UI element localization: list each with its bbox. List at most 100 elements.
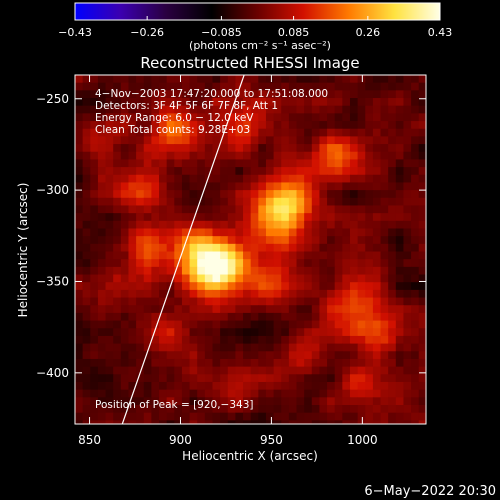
heatmap-pixel	[174, 282, 183, 291]
heatmap-pixel	[97, 320, 107, 329]
heatmap-pixel	[296, 297, 305, 306]
heatmap-pixel	[159, 328, 168, 337]
heatmap-pixel	[220, 305, 229, 314]
heatmap-pixel	[388, 205, 397, 214]
heatmap-pixel	[97, 358, 107, 368]
heatmap-pixel	[136, 213, 145, 222]
heatmap-pixel	[197, 343, 206, 352]
heatmap-pixel	[288, 128, 298, 137]
heatmap-pixel	[113, 351, 122, 360]
heatmap-pixel	[411, 182, 420, 191]
heatmap-pixel	[265, 289, 275, 299]
heatmap-pixel	[411, 397, 420, 406]
heatmap-pixel	[334, 182, 343, 191]
colorbar: −0.43 −0.26 −0.085 0.085 0.26 0.43 (photons c…	[58, 2, 452, 52]
heatmap-pixel	[90, 121, 99, 130]
heatmap-pixel	[227, 351, 236, 360]
heatmap-pixel	[273, 405, 282, 414]
heatmap-pixel	[395, 389, 404, 398]
heatmap-pixel	[311, 343, 320, 352]
heatmap-pixel	[82, 381, 91, 391]
heatmap-pixel	[365, 98, 374, 107]
heatmap-pixel	[143, 412, 152, 421]
heatmap-pixel	[288, 144, 298, 153]
heatmap-pixel	[97, 174, 107, 183]
heatmap-pixel	[357, 389, 366, 398]
heatmap-pixel	[342, 305, 351, 314]
heatmap-pixel	[143, 289, 152, 299]
heatmap-pixel	[243, 320, 252, 329]
heatmap-pixel	[411, 381, 420, 391]
heatmap-pixel	[212, 328, 221, 337]
heatmap-pixel	[327, 305, 336, 314]
heatmap-pixel	[311, 190, 320, 199]
heatmap-pixel	[395, 90, 404, 99]
heatmap-pixel	[281, 297, 290, 306]
heatmap-pixel	[174, 151, 183, 160]
heatmap-pixel	[395, 98, 404, 107]
heatmap-pixel	[82, 389, 91, 398]
heatmap-pixel	[212, 159, 221, 168]
heatmap-pixel	[288, 374, 298, 383]
heatmap-pixel	[174, 128, 183, 137]
heatmap-pixel	[418, 220, 426, 229]
heatmap-pixel	[403, 121, 412, 130]
plot-frame	[74, 74, 427, 425]
heatmap-pixel	[250, 121, 259, 130]
heatmap-pixel	[204, 266, 213, 276]
heatmap-pixel	[281, 190, 290, 199]
heatmap-pixel	[327, 397, 336, 406]
heatmap-pixel	[82, 282, 91, 291]
heatmap-pixel	[136, 305, 145, 314]
heatmap-pixel	[113, 312, 122, 322]
heatmap-pixel	[349, 205, 359, 214]
heatmap-pixel	[151, 397, 160, 406]
heatmap-pixel	[296, 105, 305, 114]
heatmap-pixel	[296, 358, 305, 368]
heatmap-pixel	[342, 121, 351, 130]
heatmap-pixel	[265, 335, 275, 345]
heatmap-pixel	[342, 259, 351, 268]
heatmap-pixel	[250, 266, 259, 276]
heatmap-pixel	[235, 167, 244, 176]
heatmap-pixel	[235, 205, 244, 214]
heatmap-pixel	[143, 174, 152, 183]
heatmap-pixel	[311, 220, 320, 229]
heatmap-pixel	[204, 305, 213, 314]
heatmap-pixel	[113, 190, 122, 199]
heatmap-pixel	[273, 259, 282, 268]
heatmap-pixel	[113, 405, 122, 414]
heatmap-pixel	[243, 259, 252, 268]
heatmap-pixel	[189, 351, 198, 360]
heatmap-pixel	[357, 274, 366, 283]
heatmap-pixel	[113, 197, 122, 206]
heatmap-pixel	[128, 366, 137, 375]
heatmap-pixel	[235, 335, 244, 345]
heatmap-pixel	[181, 167, 191, 176]
heatmap-pixel	[288, 113, 298, 122]
heatmap-pixel	[349, 305, 359, 314]
heatmap-pixel	[411, 343, 420, 352]
heatmap-pixel	[342, 343, 351, 352]
heatmap-pixel	[311, 205, 320, 214]
heatmap-pixel	[418, 236, 426, 245]
heatmap-pixel	[304, 174, 313, 183]
heatmap-pixel	[311, 82, 320, 91]
heatmap-pixel	[273, 98, 282, 107]
heatmap-pixel	[159, 128, 168, 137]
heatmap-pixel	[243, 167, 252, 176]
heatmap-pixel	[235, 113, 244, 122]
heatmap-pixel	[143, 297, 152, 306]
heatmap-pixel	[342, 167, 351, 176]
heatmap-pixel	[75, 121, 84, 130]
heatmap-pixel	[159, 335, 168, 345]
heatmap-pixel	[235, 259, 244, 268]
heatmap-pixel	[212, 282, 221, 291]
heatmap-pixel	[334, 121, 343, 130]
heatmap-pixel	[349, 366, 359, 375]
heatmap-pixel	[159, 251, 168, 260]
heatmap-pixel	[334, 167, 343, 176]
heatmap-pixel	[212, 381, 221, 391]
heatmap-pixel	[105, 205, 114, 214]
